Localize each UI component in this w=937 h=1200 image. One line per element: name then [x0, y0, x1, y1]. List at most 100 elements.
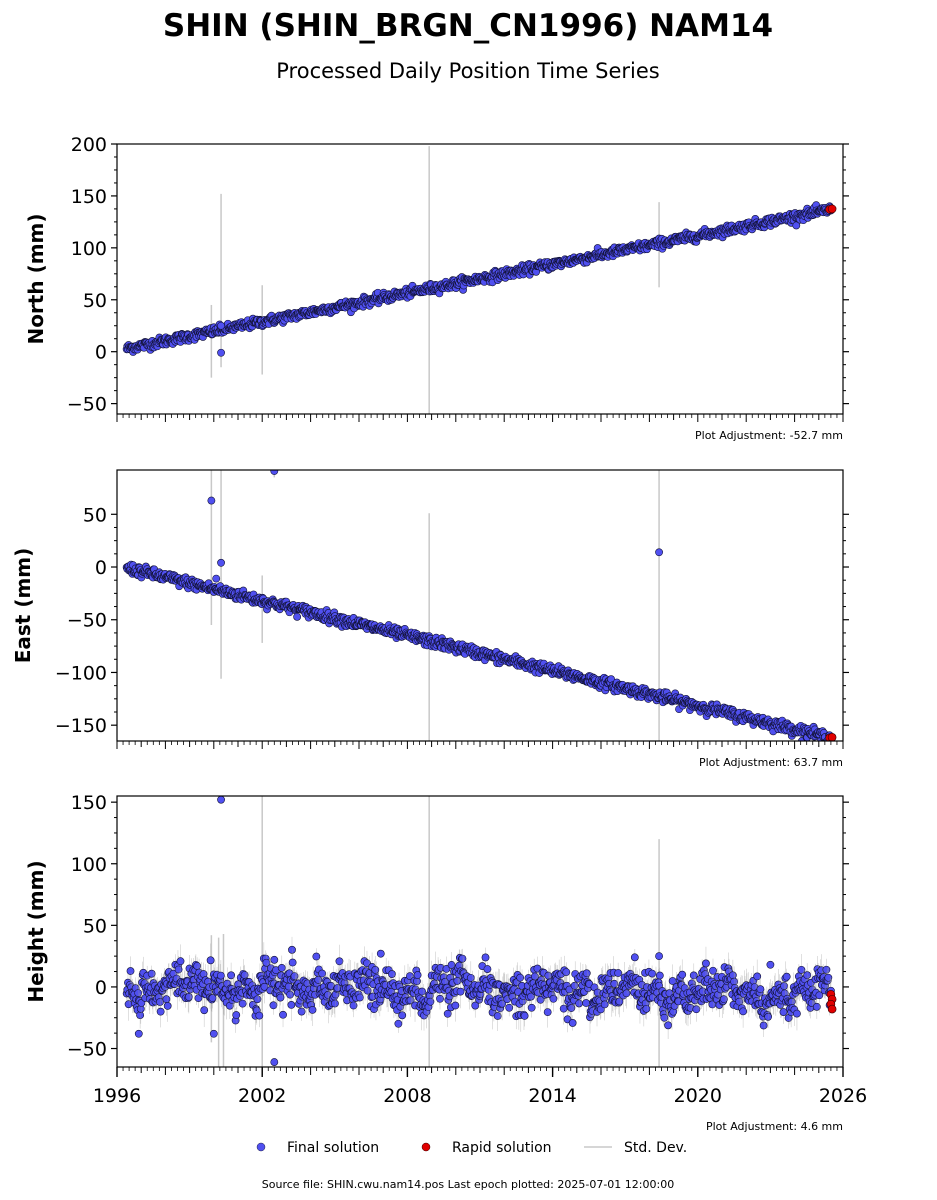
final-solution-point [655, 548, 663, 557]
final-solution-point [147, 969, 156, 978]
final-solution-point [803, 971, 812, 980]
final-solution-point [156, 1007, 165, 1016]
final-solution-point [398, 1011, 407, 1020]
final-solution-point [297, 1007, 306, 1016]
final-solution-point [212, 574, 221, 583]
final-solution-point [664, 1021, 673, 1030]
y-axis-label: Height (mm) [24, 860, 48, 1002]
y-tick-label: 150 [71, 792, 107, 814]
final-solution-point [493, 1012, 502, 1020]
final-solution-point [630, 953, 639, 962]
final-solution-point [209, 1029, 218, 1038]
final-solution-point [692, 1005, 701, 1014]
final-solution-point [200, 1006, 209, 1015]
final-solution-point [779, 1008, 788, 1016]
final-solution-point [642, 1004, 651, 1013]
final-solution-point [812, 1002, 821, 1011]
final-solution-point [527, 1003, 536, 1012]
final-solution-point [270, 955, 279, 964]
x-tick-label: 2026 [819, 1085, 867, 1107]
final-solution-point [217, 321, 225, 330]
final-solution-point [376, 949, 385, 958]
final-solution-point [418, 987, 426, 996]
y-tick-label: −100 [55, 662, 107, 684]
y-tick-label: −50 [67, 394, 107, 416]
final-solution-point [279, 1010, 287, 1019]
final-solution-point [288, 945, 296, 954]
final-solution-point [335, 957, 344, 966]
final-solution-point [549, 994, 558, 1003]
final-solution-point [614, 969, 623, 977]
final-solution-point [217, 348, 225, 357]
final-solution-point [655, 971, 664, 980]
y-tick-label: 150 [71, 186, 107, 208]
x-tick-label: 2020 [674, 1085, 722, 1107]
axes-frame [116, 469, 844, 742]
final-solution-point [466, 973, 475, 982]
legend-rapid-label: Rapid solution [452, 1140, 552, 1156]
final-solution-point [797, 965, 806, 974]
x-tick-label: 2014 [528, 1085, 576, 1107]
final-solution-point [208, 994, 217, 1002]
final-solution-point [516, 973, 525, 982]
y-tick-label: 0 [95, 557, 107, 579]
final-solution-point [206, 956, 215, 965]
x-tick-label: 1996 [93, 1085, 141, 1107]
y-tick-label: −150 [55, 715, 107, 737]
final-solution-point [443, 1009, 452, 1018]
final-solution-point [232, 1011, 241, 1019]
y-axis-label: East (mm) [11, 548, 35, 664]
final-solution-point [568, 1019, 577, 1027]
final-solution-series [122, 201, 835, 356]
final-solution-point [217, 558, 225, 567]
legend: Final solution Rapid solution Std. Dev. [256, 1140, 687, 1156]
final-solution-point [766, 960, 775, 969]
final-solution-point [520, 1011, 529, 1020]
final-solution-point [689, 971, 698, 980]
final-solution-point [458, 954, 467, 963]
final-solution-point [288, 958, 297, 967]
final-solution-point [764, 1012, 772, 1021]
plot-area [122, 146, 837, 414]
final-solution-point [174, 965, 183, 974]
final-solution-point [176, 957, 185, 966]
final-solution-point [648, 969, 657, 978]
final-solution-point [655, 952, 663, 961]
final-solution-point [270, 470, 279, 475]
final-solution-point [815, 991, 824, 1000]
final-solution-point [287, 1001, 296, 1009]
final-solution-point [269, 1001, 278, 1010]
legend-final-marker [256, 1142, 266, 1152]
final-solution-point [436, 994, 444, 1003]
final-solution-point [126, 967, 135, 975]
final-solution-point [394, 1019, 403, 1028]
plot-area [122, 470, 837, 741]
rapid-solution-point [827, 1004, 837, 1014]
final-solution-point [709, 966, 717, 975]
legend-stddev-label: Std. Dev. [624, 1140, 687, 1156]
y-tick-label: 50 [83, 290, 107, 312]
final-solution-point [286, 990, 294, 999]
final-solution-point [600, 1000, 609, 1009]
final-solution-point [318, 969, 327, 978]
final-solution-point [216, 971, 225, 980]
y-tick-label: −50 [67, 610, 107, 632]
final-solution-point [134, 1029, 143, 1038]
final-solution-point [756, 985, 765, 994]
final-solution-point [536, 995, 545, 1004]
final-solution-point [293, 612, 302, 621]
final-solution-point [240, 971, 249, 979]
rapid-solution-point [827, 733, 837, 741]
final-solution-point [331, 999, 339, 1008]
source-footer: Source file: SHIN.cwu.nam14.pos Last epo… [262, 1178, 674, 1191]
y-tick-label: 200 [71, 134, 107, 156]
y-tick-label: 50 [83, 915, 107, 937]
axes-frame [116, 795, 844, 1068]
final-solution-point [562, 968, 571, 977]
final-solution-point [184, 993, 193, 1001]
final-solution-point [238, 999, 247, 1008]
y-tick-label: 0 [95, 342, 107, 364]
final-solution-point [388, 970, 396, 978]
final-solution-point [660, 1013, 669, 1022]
final-solution-point [308, 1005, 317, 1014]
